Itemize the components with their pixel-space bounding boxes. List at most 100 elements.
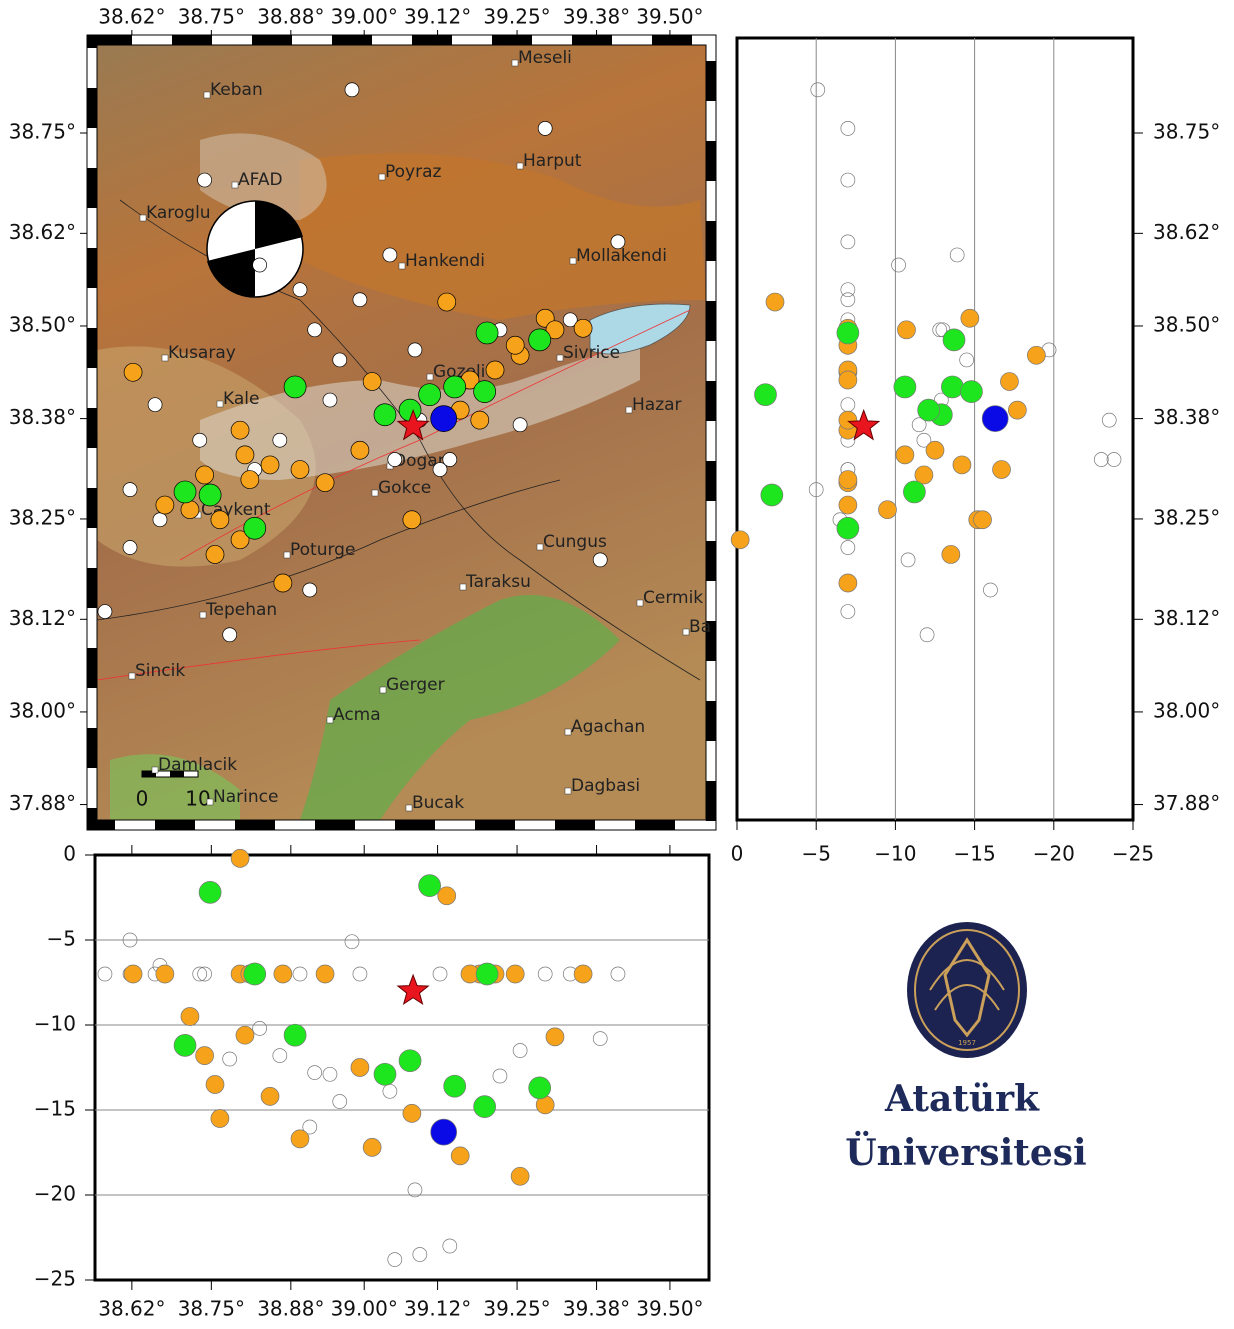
- event: [419, 875, 441, 897]
- event: [211, 1110, 229, 1128]
- lat-tick-label: 38.75°: [9, 119, 76, 143]
- place-label: Meseli: [518, 48, 572, 68]
- event: [431, 406, 457, 432]
- event: [181, 1008, 199, 1026]
- place-label: Gerger: [386, 675, 445, 695]
- event: [363, 1138, 381, 1156]
- depth-tick-label: −5: [801, 842, 830, 866]
- event: [941, 376, 963, 398]
- event: [486, 361, 504, 379]
- event: [231, 421, 249, 439]
- lat-tick-label: 38.00°: [1153, 698, 1220, 722]
- event: [438, 293, 456, 311]
- depth-tick-label: −20: [34, 1182, 76, 1206]
- place-label: Tepehan: [205, 600, 277, 620]
- place-label: Gokce: [378, 478, 431, 498]
- university-logo: [907, 922, 1027, 1058]
- event: [274, 574, 292, 592]
- event: [408, 343, 422, 357]
- event: [474, 381, 496, 403]
- event: [363, 373, 381, 391]
- event: [236, 1026, 254, 1044]
- event: [974, 511, 992, 529]
- event: [529, 329, 551, 351]
- event: [181, 501, 199, 519]
- lon-tick-label: 39.50°: [636, 1297, 703, 1321]
- event: [123, 541, 137, 555]
- place-label: Narince: [213, 787, 278, 807]
- event: [261, 456, 279, 474]
- event: [766, 293, 784, 311]
- event: [476, 963, 498, 985]
- event: [374, 404, 396, 426]
- event: [953, 456, 971, 474]
- event: [837, 517, 859, 539]
- event: [419, 384, 441, 406]
- event: [284, 376, 306, 398]
- event: [761, 484, 783, 506]
- event: [529, 1077, 551, 1099]
- event: [399, 1050, 421, 1072]
- place-label: Kale: [223, 389, 259, 409]
- place-label: Dagbasi: [571, 776, 640, 796]
- depth-tick-label: −5: [47, 927, 76, 951]
- event: [261, 1087, 279, 1105]
- place-label: Poyraz: [385, 162, 442, 182]
- event: [124, 965, 142, 983]
- lon-tick-label: 39.00°: [331, 5, 398, 29]
- lon-tick-label: 38.88°: [257, 5, 324, 29]
- event: [926, 441, 944, 459]
- event: [199, 881, 221, 903]
- event: [291, 461, 309, 479]
- lat-tick-label: 38.00°: [9, 698, 76, 722]
- event: [611, 235, 625, 249]
- lon-tick-label: 39.12°: [404, 1297, 471, 1321]
- event: [403, 511, 421, 529]
- place-label: Karoglu: [146, 203, 211, 223]
- event: [353, 293, 367, 307]
- focal-mechanism: [207, 201, 303, 297]
- event: [476, 322, 498, 344]
- depth-tick-label: −10: [34, 1012, 76, 1036]
- event: [333, 353, 347, 367]
- event: [1008, 401, 1026, 419]
- lon-tick-label: 38.62°: [98, 1297, 165, 1321]
- depth-tick-label: 0: [63, 842, 76, 866]
- event: [471, 411, 489, 429]
- event: [211, 511, 229, 529]
- event: [206, 545, 224, 563]
- lon-tick-label: 38.62°: [98, 5, 165, 29]
- lat-tick-label: 38.25°: [1153, 505, 1220, 529]
- logo-text: Üniversitesi: [845, 1131, 1086, 1174]
- event: [236, 446, 254, 464]
- event: [316, 965, 334, 983]
- lon-tick-label: 38.75°: [178, 1297, 245, 1321]
- lon-tick-label: 38.75°: [178, 5, 245, 29]
- event: [174, 481, 196, 503]
- place-label: Poturge: [290, 540, 355, 560]
- event: [199, 484, 221, 506]
- place-label: Sincik: [135, 661, 185, 681]
- event: [388, 453, 402, 467]
- event: [293, 283, 307, 297]
- event: [839, 574, 857, 592]
- event: [839, 471, 857, 489]
- lon-tick-label: 39.50°: [636, 5, 703, 29]
- lon-tick-label: 39.25°: [483, 5, 550, 29]
- place-label: Taraksu: [465, 572, 531, 592]
- event: [351, 1059, 369, 1077]
- event: [897, 321, 915, 339]
- event: [438, 887, 456, 905]
- event: [1000, 373, 1018, 391]
- event: [513, 418, 527, 432]
- event: [993, 461, 1011, 479]
- event: [284, 1024, 306, 1046]
- event: [546, 1028, 564, 1046]
- event: [444, 1075, 466, 1097]
- event: [148, 398, 162, 412]
- scale-label: 10: [185, 787, 210, 811]
- event: [918, 399, 940, 421]
- place-label: Hazar: [632, 395, 682, 415]
- place-label: Sivrice: [563, 343, 620, 363]
- place-label: Cungus: [543, 532, 607, 552]
